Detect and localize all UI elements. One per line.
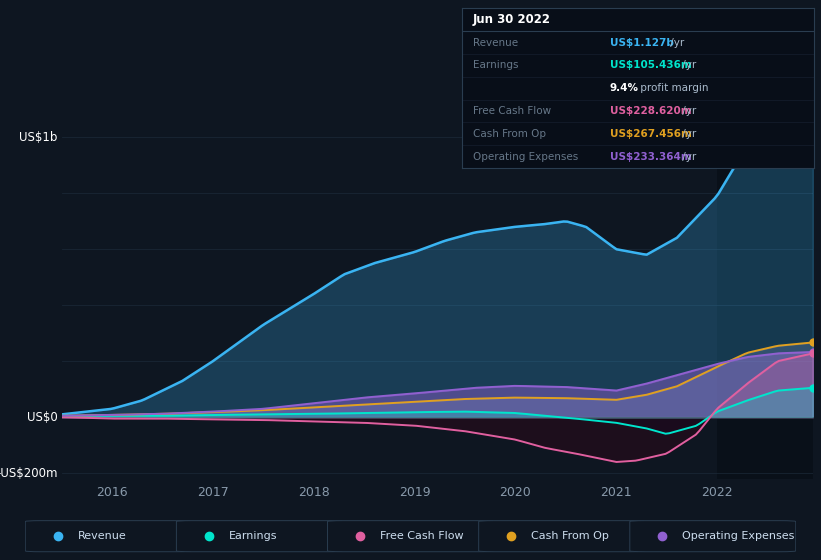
Text: Jun 30 2022: Jun 30 2022 (473, 13, 551, 26)
Text: Cash From Op: Cash From Op (531, 531, 609, 541)
Text: US$1b: US$1b (20, 130, 57, 144)
Text: US$267.456m: US$267.456m (610, 129, 691, 139)
Text: 2021: 2021 (600, 486, 632, 500)
Text: 2020: 2020 (499, 486, 531, 500)
Text: Earnings: Earnings (473, 60, 518, 71)
Text: /yr: /yr (667, 38, 685, 48)
Text: US$0: US$0 (27, 410, 57, 424)
Text: Cash From Op: Cash From Op (473, 129, 546, 139)
Text: 2019: 2019 (399, 486, 430, 500)
Text: 9.4%: 9.4% (610, 83, 639, 93)
Text: profit margin: profit margin (637, 83, 709, 93)
Text: 2017: 2017 (197, 486, 229, 500)
Text: /yr: /yr (680, 129, 697, 139)
FancyBboxPatch shape (479, 521, 644, 552)
Text: 2018: 2018 (298, 486, 329, 500)
FancyBboxPatch shape (328, 521, 493, 552)
Text: /yr: /yr (680, 152, 697, 162)
FancyBboxPatch shape (177, 521, 342, 552)
FancyBboxPatch shape (25, 521, 191, 552)
Text: Revenue: Revenue (78, 531, 126, 541)
Text: Operating Expenses: Operating Expenses (473, 152, 578, 162)
Text: US$228.620m: US$228.620m (610, 106, 691, 116)
Text: Operating Expenses: Operating Expenses (682, 531, 795, 541)
Text: US$1.127b: US$1.127b (610, 38, 674, 48)
Text: Free Cash Flow: Free Cash Flow (380, 531, 464, 541)
Text: /yr: /yr (680, 60, 697, 71)
Text: Revenue: Revenue (473, 38, 518, 48)
Text: 2022: 2022 (701, 486, 733, 500)
Text: Earnings: Earnings (229, 531, 277, 541)
Text: 2016: 2016 (96, 486, 128, 500)
Text: -US$200m: -US$200m (0, 466, 57, 480)
Text: US$105.436m: US$105.436m (610, 60, 691, 71)
Bar (717, 87, 821, 479)
Text: Free Cash Flow: Free Cash Flow (473, 106, 551, 116)
Text: US$233.364m: US$233.364m (610, 152, 691, 162)
Text: /yr: /yr (680, 106, 697, 116)
FancyBboxPatch shape (630, 521, 796, 552)
